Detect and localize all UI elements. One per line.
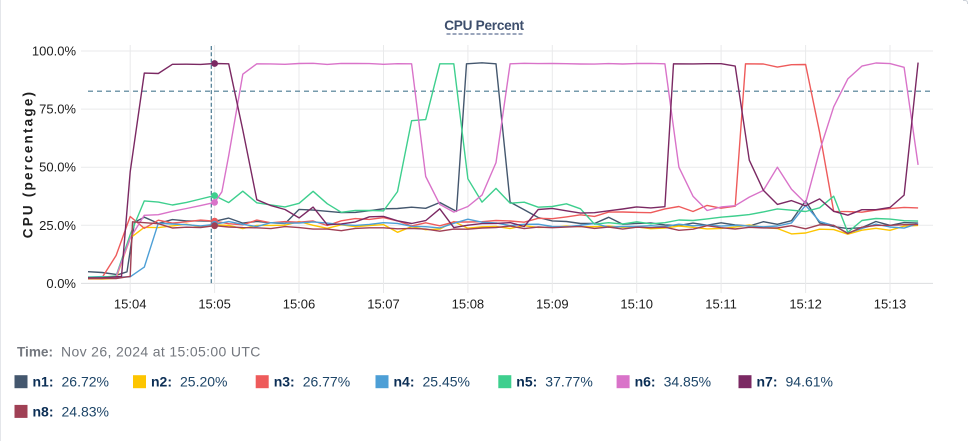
svg-text:25.0%: 25.0% bbox=[39, 218, 76, 233]
svg-text:25.20%: 25.20% bbox=[180, 374, 227, 390]
svg-text:15:12: 15:12 bbox=[789, 297, 822, 312]
svg-text:25.45%: 25.45% bbox=[423, 374, 470, 390]
svg-text:15:08: 15:08 bbox=[452, 297, 485, 312]
svg-text:15:13: 15:13 bbox=[874, 297, 907, 312]
svg-text:n2:: n2: bbox=[151, 374, 172, 390]
svg-text:n6:: n6: bbox=[635, 374, 656, 390]
svg-text:Nov 26, 2024 at 15:05:00 UTC: Nov 26, 2024 at 15:05:00 UTC bbox=[61, 344, 261, 360]
svg-text:34.85%: 34.85% bbox=[664, 374, 711, 390]
svg-text:50.0%: 50.0% bbox=[39, 160, 76, 175]
svg-text:15:09: 15:09 bbox=[536, 297, 569, 312]
svg-text:37.77%: 37.77% bbox=[545, 374, 592, 390]
svg-text:15:04: 15:04 bbox=[114, 297, 147, 312]
svg-text:15:11: 15:11 bbox=[705, 297, 737, 312]
svg-text:n8:: n8: bbox=[33, 403, 54, 419]
svg-text:n4:: n4: bbox=[394, 374, 415, 390]
svg-text:15:10: 15:10 bbox=[620, 297, 653, 312]
svg-text:26.72%: 26.72% bbox=[62, 374, 109, 390]
svg-text:15:06: 15:06 bbox=[283, 297, 316, 312]
svg-text:n1:: n1: bbox=[33, 374, 54, 390]
svg-text:94.61%: 94.61% bbox=[786, 374, 833, 390]
svg-text:CPU (percentage): CPU (percentage) bbox=[21, 90, 36, 238]
svg-text:CPU Percent: CPU Percent bbox=[444, 18, 524, 33]
svg-text:75.0%: 75.0% bbox=[39, 102, 76, 117]
svg-text:n3:: n3: bbox=[274, 374, 295, 390]
svg-text:0.0%: 0.0% bbox=[46, 276, 76, 291]
svg-text:15:07: 15:07 bbox=[367, 297, 400, 312]
svg-text:15:05: 15:05 bbox=[198, 297, 231, 312]
svg-text:100.0%: 100.0% bbox=[32, 44, 77, 59]
svg-text:Time:: Time: bbox=[17, 345, 53, 360]
svg-text:n7:: n7: bbox=[757, 374, 778, 390]
svg-text:24.83%: 24.83% bbox=[62, 403, 109, 419]
svg-text:26.77%: 26.77% bbox=[303, 374, 350, 390]
svg-text:n5:: n5: bbox=[516, 374, 537, 390]
